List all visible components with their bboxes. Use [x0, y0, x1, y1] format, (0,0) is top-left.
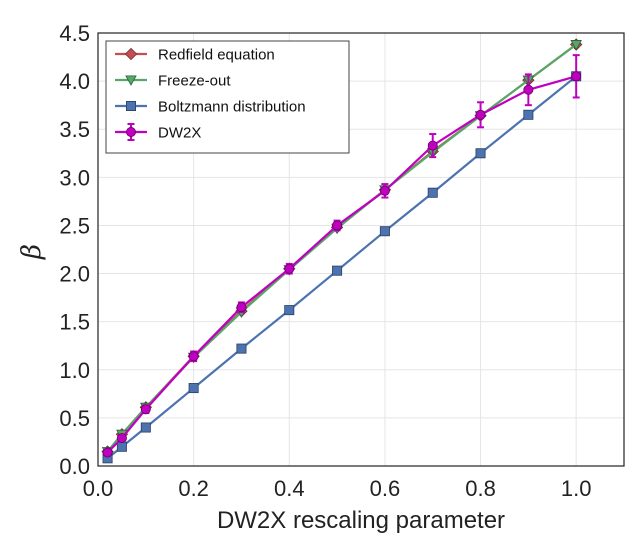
data-point-dw2x — [475, 109, 486, 120]
data-point-boltzmann-distribution — [284, 305, 295, 316]
x-tick-label: 0.8 — [465, 476, 496, 501]
data-point-boltzmann-distribution — [236, 343, 247, 354]
legend-entry-boltzmann-distribution: Boltzmann distribution — [115, 99, 306, 116]
data-point-boltzmann-distribution — [475, 148, 486, 159]
y-axis-label: β — [17, 244, 47, 260]
y-tick-label: 2.5 — [59, 213, 90, 238]
data-point-boltzmann-distribution — [188, 383, 199, 394]
legend-marker — [126, 101, 137, 112]
data-point-boltzmann-distribution — [116, 441, 127, 452]
data-point-dw2x — [116, 433, 127, 444]
legend-label: DW2X — [158, 125, 201, 142]
data-point-dw2x — [140, 404, 151, 415]
data-point-boltzmann-distribution — [379, 226, 390, 237]
data-point-boltzmann-distribution — [427, 187, 438, 198]
x-axis-label: DW2X rescaling parameter — [217, 507, 505, 534]
y-tick-label: 0.0 — [59, 454, 90, 479]
data-point-boltzmann-distribution — [140, 422, 151, 433]
x-tick-label: 0.0 — [83, 476, 114, 501]
data-point-freeze-out — [570, 40, 582, 51]
data-point-dw2x — [571, 71, 582, 82]
x-tick-label: 0.2 — [178, 476, 209, 501]
y-tick-label: 2.0 — [59, 262, 90, 287]
legend-label: Boltzmann distribution — [158, 99, 306, 116]
x-tick-label: 0.6 — [370, 476, 401, 501]
legend-entry-freeze-out: Freeze-out — [115, 73, 231, 90]
data-point-dw2x — [188, 351, 199, 362]
data-point-dw2x — [332, 220, 343, 231]
legend-entry-redfield-equation: Redfield equation — [115, 47, 275, 64]
data-point-dw2x — [284, 263, 295, 274]
y-tick-label: 1.5 — [59, 310, 90, 335]
legend-marker — [126, 127, 137, 138]
legend-label: Freeze-out — [158, 73, 231, 90]
data-point-boltzmann-distribution — [523, 109, 534, 120]
series-layer — [101, 38, 583, 464]
y-tick-label: 3.5 — [59, 117, 90, 142]
data-point-dw2x — [102, 447, 113, 458]
y-tick-label: 0.5 — [59, 406, 90, 431]
data-point-dw2x — [427, 140, 438, 151]
series-dw2x — [102, 54, 582, 458]
legend-label: Redfield equation — [158, 47, 275, 64]
legend: Redfield equation Freeze-out Boltzmann dis… — [105, 40, 350, 154]
legend-marker — [124, 47, 138, 61]
y-tick-label: 3.0 — [59, 165, 90, 190]
data-point-dw2x — [236, 302, 247, 313]
plot-frame — [97, 32, 625, 467]
y-tick-label: 4.5 — [59, 21, 90, 46]
data-point-dw2x — [379, 185, 390, 196]
legend-box — [105, 40, 350, 154]
y-tick-label: 4.0 — [59, 69, 90, 94]
tick-layer: 0.0 0.2 0.4 0.6 0.8 1.0 0.0 0.5 1.0 1.5 2.0 2.5 3.0 3… — [59, 21, 591, 501]
x-tick-label: 0.4 — [274, 476, 305, 501]
x-tick-label: 1.0 — [561, 476, 592, 501]
legend-marker — [125, 75, 137, 86]
y-tick-label: 1.0 — [59, 358, 90, 383]
data-point-boltzmann-distribution — [332, 265, 343, 276]
series-line-dw2x — [106, 75, 577, 454]
data-point-dw2x — [523, 84, 534, 95]
legend-entry-dw2x: DW2X — [115, 123, 201, 142]
